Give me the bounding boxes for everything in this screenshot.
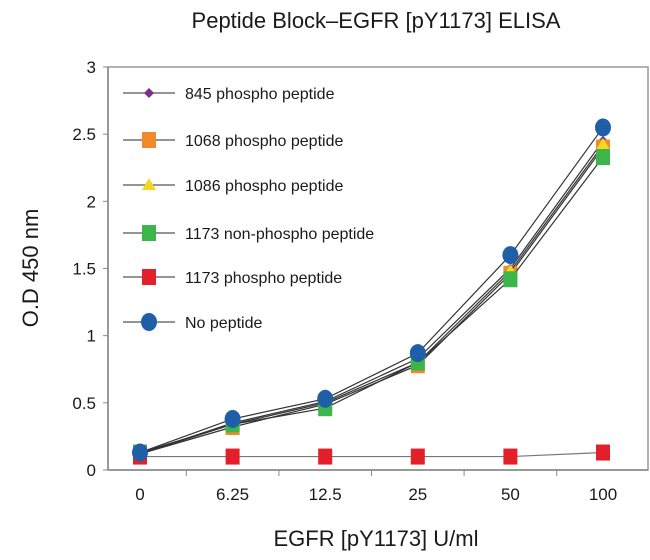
x-tick-label: 0 bbox=[135, 485, 144, 504]
data-point bbox=[224, 409, 241, 428]
x-axis-label: EGFR [pY1173] U/ml bbox=[274, 526, 479, 551]
series-line bbox=[140, 451, 604, 458]
legend-item: 845 phospho peptide bbox=[123, 86, 335, 103]
y-axis-label: O.D 450 nm bbox=[18, 209, 43, 328]
series-line bbox=[139, 156, 604, 454]
chart-title: Peptide Block–EGFR [pY1173] ELISA bbox=[192, 8, 561, 33]
legend-item: 1068 phospho peptide bbox=[123, 132, 343, 150]
y-tick-label: 2 bbox=[87, 192, 96, 211]
series-1173-phospho-peptide bbox=[133, 444, 610, 465]
legend-label: 1173 phospho peptide bbox=[185, 270, 342, 287]
series-line bbox=[139, 127, 604, 454]
series-line bbox=[139, 147, 604, 455]
data-point bbox=[503, 448, 518, 465]
x-tick-label: 25 bbox=[408, 485, 427, 504]
x-tick-label: 50 bbox=[501, 485, 520, 504]
data-point bbox=[225, 448, 240, 465]
legend-item: 1173 phospho peptide bbox=[123, 269, 342, 287]
legend-label: 845 phospho peptide bbox=[185, 86, 335, 103]
data-point bbox=[503, 271, 518, 288]
legend-label: 1068 phospho peptide bbox=[185, 133, 343, 150]
data-point bbox=[132, 443, 148, 462]
legend-marker bbox=[142, 178, 156, 190]
data-point bbox=[596, 137, 610, 150]
data-point bbox=[409, 344, 426, 363]
data-point bbox=[317, 389, 334, 408]
x-tick-label: 6.25 bbox=[216, 485, 249, 504]
x-tick-label: 12.5 bbox=[309, 485, 342, 504]
legend-item: 1086 phospho peptide bbox=[123, 178, 343, 195]
legend: 845 phospho peptide 1068 phospho peptide 1… bbox=[123, 86, 374, 332]
legend-item: 1173 non-phospho peptide bbox=[123, 225, 374, 243]
legend-marker bbox=[141, 313, 157, 331]
legend-marker bbox=[144, 88, 154, 98]
series-no-peptide bbox=[132, 118, 611, 462]
legend-label: 1173 non-phospho peptide bbox=[185, 226, 374, 243]
data-point bbox=[596, 149, 610, 166]
data-point bbox=[502, 246, 519, 265]
data-point bbox=[318, 448, 333, 465]
data-point bbox=[410, 448, 425, 465]
plot-frame bbox=[107, 66, 649, 471]
legend-marker bbox=[142, 225, 156, 241]
legend-item: No peptide bbox=[123, 313, 262, 332]
legend-marker bbox=[142, 269, 156, 285]
y-tick-label: 1.5 bbox=[72, 260, 96, 279]
series-1173-non-phospho-peptide bbox=[133, 149, 610, 461]
legend-label: No peptide bbox=[185, 315, 262, 332]
y-tick-label: 2.5 bbox=[72, 125, 96, 144]
y-tick-label: 3 bbox=[87, 58, 96, 77]
y-tick-label: 1 bbox=[87, 327, 96, 346]
data-point bbox=[595, 118, 611, 137]
legend-label: 1086 phospho peptide bbox=[185, 178, 343, 195]
data-point bbox=[596, 444, 610, 461]
legend-marker bbox=[142, 132, 156, 148]
x-tick-label: 100 bbox=[589, 485, 617, 504]
y-tick-label: 0 bbox=[87, 461, 96, 480]
y-tick-label: 0.5 bbox=[72, 394, 96, 413]
series-line bbox=[139, 140, 604, 455]
